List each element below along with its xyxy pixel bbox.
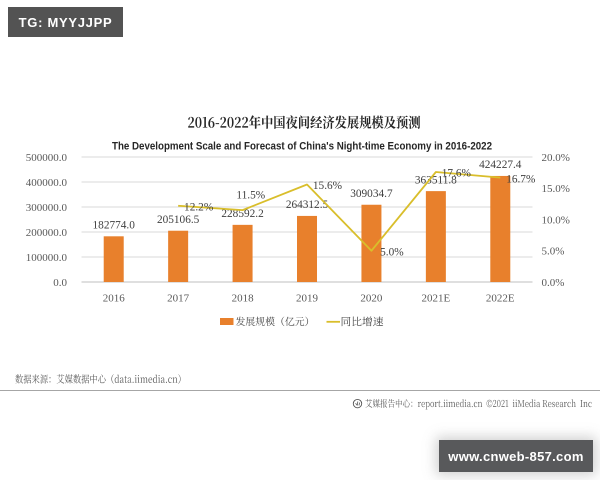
bar-2021E <box>425 191 446 282</box>
tg-watermark-badge: TG: MYYJJPP <box>8 7 123 37</box>
left-axis-tick-label: 400000.0 <box>26 177 68 189</box>
chart-title <box>188 115 421 129</box>
left-axis-tick-label: 300000.0 <box>26 202 68 214</box>
line-data-label: 15.6% <box>313 180 343 192</box>
bar-data-label: 228592.2 <box>221 208 264 220</box>
legend-bar-swatch <box>220 318 234 325</box>
left-axis-tick-label: 200000.0 <box>26 227 68 239</box>
right-axis-tick-labels: 0.0% 5.0% 10.0% 15.0% 20.0% <box>542 152 570 289</box>
iimedia-logo-icon <box>352 398 363 409</box>
line-data-label: 11.5% <box>236 189 265 201</box>
line-data-labels: 12.2% 11.5% 15.6% 5.0% 17.6% 16.7% <box>184 168 536 259</box>
bar-2019 <box>297 215 318 282</box>
bar-data-label: 264312.5 <box>286 199 329 211</box>
bar-series <box>103 175 511 282</box>
right-axis-tick-label: 10.0% <box>542 214 570 226</box>
bar-2020 <box>361 204 382 282</box>
footer-source-text <box>15 374 181 384</box>
site-watermark-label: www.cnweb-857.com <box>448 448 584 464</box>
right-axis-tick-label: 5.0% <box>542 246 565 258</box>
line-data-label: 5.0% <box>380 246 404 258</box>
bar-2016 <box>103 236 124 282</box>
bar-data-label: 424227.4 <box>479 159 522 171</box>
x-axis-category-labels: 2016 2017 2018 2019 2020 2021E 2022E <box>103 292 515 304</box>
bar-data-label: 309034.7 <box>350 188 393 200</box>
x-axis-category-label: 2016 <box>103 292 126 304</box>
line-data-label: 12.2% <box>184 201 214 213</box>
x-axis-category-label: 2018 <box>232 292 255 304</box>
left-axis-tick-label: 500000.0 <box>26 152 68 164</box>
line-data-label: 16.7% <box>506 173 536 185</box>
bar-data-labels: 182774.0 205106.5 228592.2 264312.5 309034.7… <box>93 159 522 231</box>
legend-line-label <box>341 316 384 327</box>
growth-line <box>178 171 501 252</box>
bar-data-label: 182774.0 <box>93 220 136 232</box>
footer-report-text <box>365 398 592 410</box>
site-watermark-badge: www.cnweb-857.com <box>439 440 593 472</box>
left-axis-tick-label: 0.0 <box>53 277 67 289</box>
chart-legend <box>220 318 340 325</box>
right-axis-tick-label: 0.0% <box>542 277 565 289</box>
x-axis-category-label: 2020 <box>360 292 383 304</box>
bar-2017 <box>168 230 189 282</box>
legend-bar-label <box>235 316 309 327</box>
left-axis-tick-labels: 0.0 100000.0 200000.0 300000.0 400000.0 50000… <box>26 152 68 289</box>
tg-watermark-label: TG: MYYJJPP <box>18 14 113 30</box>
right-axis-tick-label: 15.0% <box>542 183 570 195</box>
line-data-label: 17.6% <box>442 168 472 180</box>
bar-2018 <box>232 224 253 282</box>
bar-2022E <box>490 175 511 282</box>
x-axis-category-label: 2019 <box>296 292 319 304</box>
right-axis-tick-label: 20.0% <box>542 152 570 164</box>
bar-data-label: 205106.5 <box>157 214 200 226</box>
chart-subtitle: The Development Scale and Forecast of Ch… <box>112 140 492 152</box>
left-axis-tick-label: 100000.0 <box>26 252 68 264</box>
x-axis-category-label: 2022E <box>486 292 515 304</box>
x-axis-category-label: 2017 <box>167 292 190 304</box>
x-axis-category-label: 2021E <box>421 292 450 304</box>
